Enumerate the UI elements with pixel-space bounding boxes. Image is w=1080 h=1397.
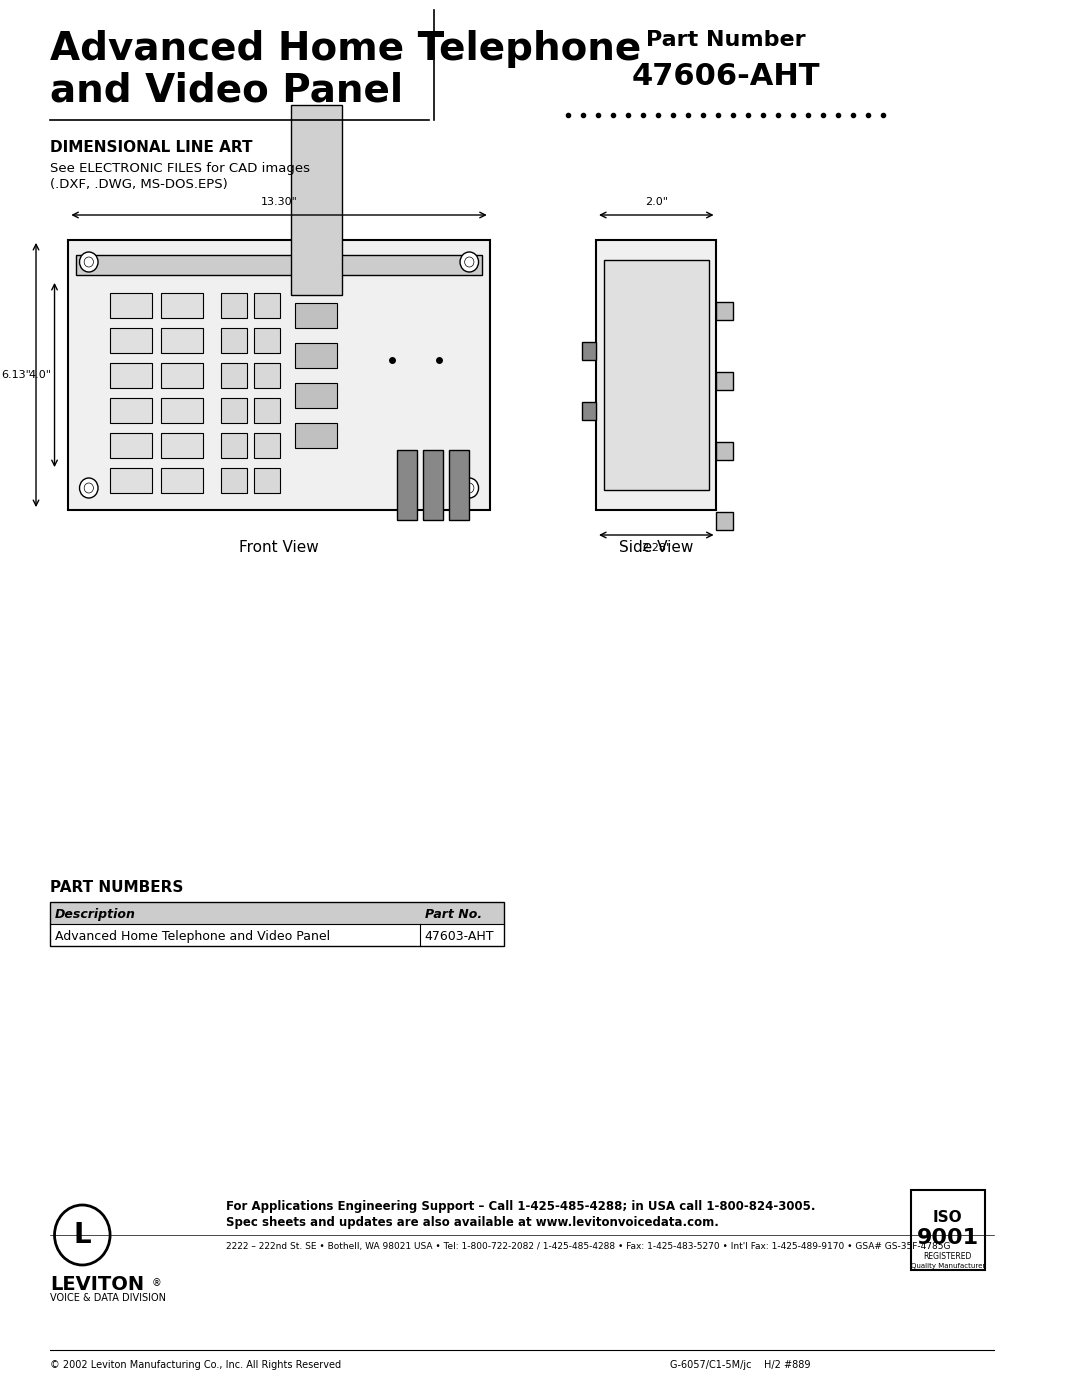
Bar xyxy=(161,433,203,458)
Bar xyxy=(295,303,337,328)
Bar xyxy=(50,902,503,923)
Text: (.DXF, .DWG, MS-DOS.EPS): (.DXF, .DWG, MS-DOS.EPS) xyxy=(50,177,228,191)
Bar xyxy=(254,363,280,388)
Circle shape xyxy=(460,478,478,497)
Text: 2.28": 2.28" xyxy=(642,543,672,553)
Bar xyxy=(716,441,733,460)
Bar xyxy=(716,372,733,390)
Bar xyxy=(449,450,470,520)
Bar xyxy=(50,902,503,946)
Text: Side View: Side View xyxy=(619,541,693,555)
Text: 4.0": 4.0" xyxy=(29,370,52,380)
Bar xyxy=(604,260,710,490)
Bar xyxy=(716,302,733,320)
Text: DIMENSIONAL LINE ART: DIMENSIONAL LINE ART xyxy=(50,140,253,155)
Bar xyxy=(291,105,341,295)
Text: 2.0": 2.0" xyxy=(645,197,667,207)
Circle shape xyxy=(84,257,93,267)
Bar xyxy=(295,383,337,408)
Bar xyxy=(221,433,247,458)
Text: Advanced Home Telephone: Advanced Home Telephone xyxy=(50,29,642,68)
Text: and Video Panel: and Video Panel xyxy=(50,73,403,110)
Bar xyxy=(110,433,151,458)
Bar xyxy=(254,468,280,493)
Bar xyxy=(254,328,280,353)
Bar xyxy=(295,344,337,367)
Circle shape xyxy=(80,251,98,272)
Bar xyxy=(910,1190,985,1270)
Bar xyxy=(161,468,203,493)
Text: Quality Manufacturer: Quality Manufacturer xyxy=(910,1263,985,1268)
Bar xyxy=(221,363,247,388)
Circle shape xyxy=(84,483,93,493)
Text: 6.13": 6.13" xyxy=(1,370,31,380)
Bar xyxy=(254,433,280,458)
Text: 47603-AHT: 47603-AHT xyxy=(424,930,495,943)
Text: 13.30": 13.30" xyxy=(260,197,297,207)
Text: Description: Description xyxy=(54,908,135,921)
Text: For Applications Engineering Support – Call 1-425-485-4288; in USA call 1-800-82: For Applications Engineering Support – C… xyxy=(226,1200,815,1213)
Circle shape xyxy=(460,251,478,272)
Text: PART NUMBERS: PART NUMBERS xyxy=(50,880,184,895)
Bar xyxy=(221,468,247,493)
Bar xyxy=(221,328,247,353)
Text: LEVITON: LEVITON xyxy=(50,1275,144,1294)
Text: VOICE & DATA DIVISION: VOICE & DATA DIVISION xyxy=(50,1294,166,1303)
Bar xyxy=(423,450,444,520)
Bar xyxy=(254,398,280,423)
Text: Part No.: Part No. xyxy=(424,908,482,921)
Bar xyxy=(161,363,203,388)
Bar xyxy=(68,240,489,510)
Bar xyxy=(582,402,596,420)
Bar xyxy=(582,342,596,360)
Bar xyxy=(110,468,151,493)
Bar xyxy=(110,398,151,423)
Text: © 2002 Leviton Manufacturing Co., Inc. All Rights Reserved: © 2002 Leviton Manufacturing Co., Inc. A… xyxy=(50,1361,341,1370)
Bar xyxy=(76,256,483,275)
Circle shape xyxy=(80,478,98,497)
Text: ®: ® xyxy=(151,1278,162,1288)
Text: ISO: ISO xyxy=(933,1210,962,1225)
Text: L: L xyxy=(73,1221,91,1249)
Bar xyxy=(295,423,337,448)
Text: Spec sheets and updates are also available at www.levitonvoicedata.com.: Spec sheets and updates are also availab… xyxy=(226,1215,718,1229)
Text: 2222 – 222nd St. SE • Bothell, WA 98021 USA • Tel: 1-800-722-2082 / 1-425-485-42: 2222 – 222nd St. SE • Bothell, WA 98021 … xyxy=(226,1242,950,1250)
Bar xyxy=(221,293,247,319)
Text: REGISTERED: REGISTERED xyxy=(923,1252,972,1261)
Bar xyxy=(110,293,151,319)
Circle shape xyxy=(464,483,474,493)
Bar xyxy=(716,511,733,529)
Circle shape xyxy=(54,1206,110,1266)
Bar xyxy=(221,398,247,423)
Bar xyxy=(110,328,151,353)
Bar xyxy=(161,398,203,423)
Bar xyxy=(110,363,151,388)
Text: 47606-AHT: 47606-AHT xyxy=(632,61,820,91)
Bar xyxy=(161,328,203,353)
Bar xyxy=(254,293,280,319)
Circle shape xyxy=(464,257,474,267)
Text: Part Number: Part Number xyxy=(646,29,806,50)
Text: G-6057/C1-5M/jc    H/2 #889: G-6057/C1-5M/jc H/2 #889 xyxy=(671,1361,811,1370)
Text: Front View: Front View xyxy=(239,541,319,555)
Text: See ELECTRONIC FILES for CAD images: See ELECTRONIC FILES for CAD images xyxy=(50,162,310,175)
Bar xyxy=(397,450,418,520)
Text: Advanced Home Telephone and Video Panel: Advanced Home Telephone and Video Panel xyxy=(54,930,329,943)
Bar xyxy=(161,293,203,319)
Text: 9001: 9001 xyxy=(917,1228,978,1248)
Bar xyxy=(596,240,716,510)
